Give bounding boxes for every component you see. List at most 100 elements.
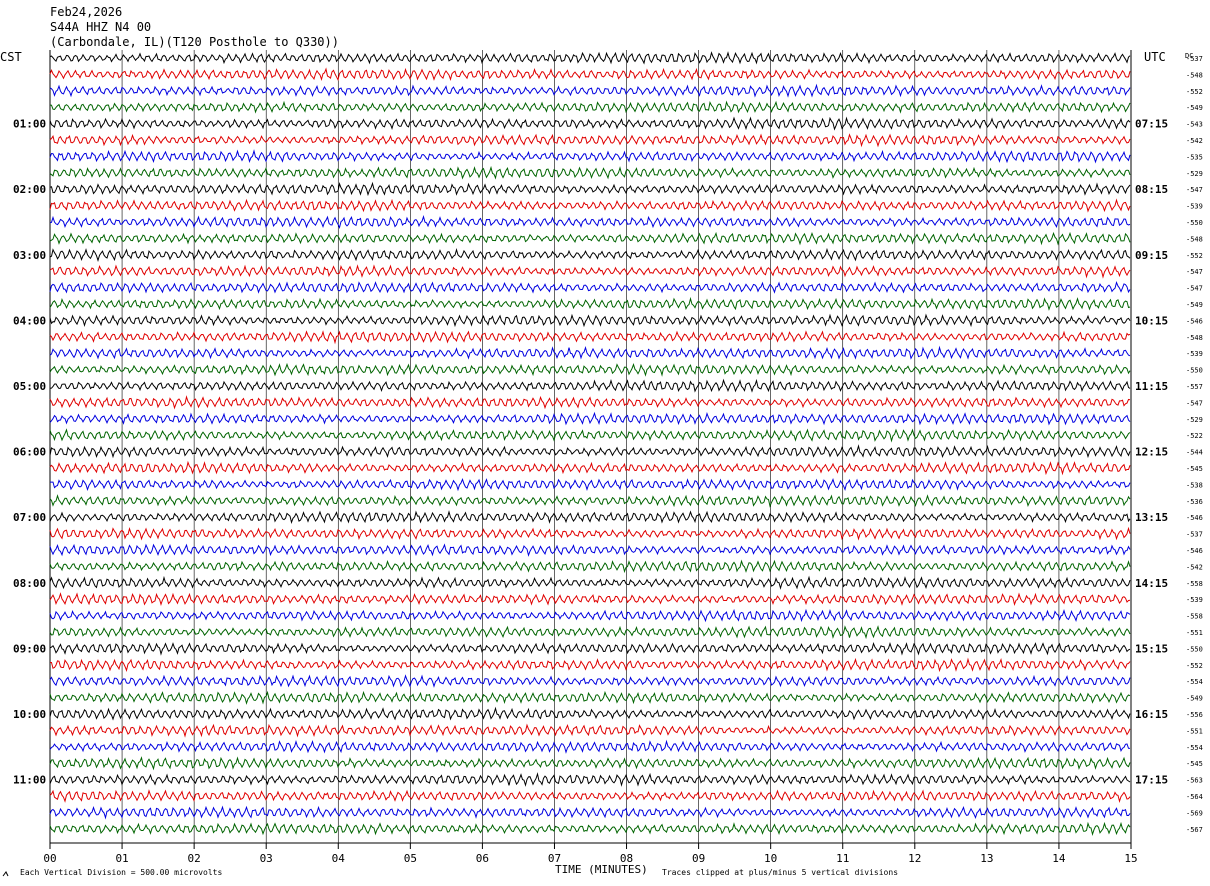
x-tick-label: 07 bbox=[548, 852, 561, 865]
x-tick-label: 04 bbox=[332, 852, 346, 865]
dc-offset-label: -554 bbox=[1186, 744, 1203, 752]
dc-offset-label: -538 bbox=[1186, 481, 1203, 489]
dc-offset-label: -547 bbox=[1186, 285, 1203, 293]
trace-row-42 bbox=[49, 739, 1131, 754]
x-tick-label: 11 bbox=[836, 852, 849, 865]
dc-offset-label: -549 bbox=[1186, 301, 1203, 309]
dc-offset-label: -552 bbox=[1186, 662, 1203, 670]
x-tick-label: 14 bbox=[1052, 852, 1066, 865]
trace-row-2 bbox=[49, 83, 1131, 98]
dc-offset-label: -549 bbox=[1186, 695, 1203, 703]
x-tick-label: 03 bbox=[260, 852, 273, 865]
trace-row-22 bbox=[49, 411, 1131, 426]
trace-row-9 bbox=[49, 198, 1131, 213]
header-station: S44A HHZ N4 00 bbox=[50, 20, 151, 34]
trace-row-14 bbox=[49, 280, 1131, 294]
trace-row-10 bbox=[49, 214, 1131, 229]
right-hour-label: 08:15 bbox=[1135, 183, 1168, 196]
left-hour-label: 02:00 bbox=[13, 183, 46, 196]
left-hour-label: 03:00 bbox=[13, 249, 46, 262]
dc-offset-label: -547 bbox=[1186, 186, 1203, 194]
dc-offset-label: -557 bbox=[1186, 383, 1203, 391]
dc-offset-label: -554 bbox=[1186, 678, 1203, 686]
trace-row-24 bbox=[49, 444, 1131, 459]
dc-offset-label: -564 bbox=[1186, 793, 1203, 801]
dc-offset-label: -537 bbox=[1186, 531, 1203, 539]
dc-offset-label: -552 bbox=[1186, 252, 1203, 260]
trace-row-3 bbox=[49, 100, 1131, 114]
clip-note: Traces clipped at plus/minus 5 vertical … bbox=[662, 868, 898, 877]
trace-row-5 bbox=[49, 133, 1131, 148]
trace-row-30 bbox=[49, 543, 1131, 557]
left-hour-label: 05:00 bbox=[13, 380, 46, 393]
trace-row-36 bbox=[49, 641, 1131, 656]
right-hour-label: 09:15 bbox=[1135, 249, 1168, 262]
trace-row-17 bbox=[49, 330, 1131, 345]
dc-offset-label: -547 bbox=[1186, 268, 1203, 276]
trace-row-15 bbox=[49, 296, 1131, 311]
right-hour-label: 11:15 bbox=[1135, 380, 1168, 393]
dc-offset-label: -550 bbox=[1186, 367, 1203, 375]
x-tick-label: 15 bbox=[1124, 852, 1137, 865]
trace-row-26 bbox=[50, 477, 1131, 492]
right-axis-label: UTC bbox=[1144, 50, 1166, 64]
dc-offset-label: -563 bbox=[1186, 777, 1203, 785]
right-hour-label: 13:15 bbox=[1135, 511, 1168, 524]
x-tick-label: 08 bbox=[620, 852, 633, 865]
left-hour-label: 01:00 bbox=[13, 118, 46, 131]
dc-offset-label: -552 bbox=[1186, 88, 1203, 96]
trace-row-13 bbox=[49, 264, 1131, 279]
x-tick-label: 10 bbox=[764, 852, 777, 865]
dc-offset-label: -546 bbox=[1186, 514, 1203, 522]
x-axis-title: TIME (MINUTES) bbox=[555, 863, 648, 876]
trace-row-7 bbox=[49, 165, 1131, 180]
left-hour-labels: 01:00 02:00 03:00 04:00 05:00 06:00 07:00 08:00… bbox=[13, 118, 46, 787]
trace-row-20 bbox=[49, 378, 1131, 393]
dc-offset-label: -546 bbox=[1186, 547, 1203, 555]
left-hour-label: 10:00 bbox=[13, 708, 46, 721]
logo-icon bbox=[2, 871, 9, 877]
trace-row-8 bbox=[49, 181, 1131, 197]
dc-offset-label: -550 bbox=[1186, 645, 1203, 653]
dc-offset-labels: -537 -548 -552 -549 -543 -542 -535 -529 -547 -539… bbox=[1186, 55, 1203, 834]
dc-offset-label: -548 bbox=[1186, 235, 1203, 243]
dc-offset-label: -558 bbox=[1186, 613, 1203, 621]
dc-offset-label: -548 bbox=[1186, 71, 1203, 79]
dc-offset-label: -537 bbox=[1186, 55, 1203, 63]
trace-row-34 bbox=[49, 608, 1131, 623]
dc-offset-label: -522 bbox=[1186, 432, 1203, 440]
trace-row-27 bbox=[49, 494, 1131, 508]
trace-row-18 bbox=[49, 345, 1131, 360]
header-date: Feb24,2026 bbox=[50, 5, 122, 19]
dc-offset-label: -558 bbox=[1186, 580, 1203, 588]
left-hour-label: 07:00 bbox=[13, 511, 46, 524]
right-hour-label: 17:15 bbox=[1135, 774, 1168, 787]
trace-row-4 bbox=[49, 116, 1131, 131]
right-hour-label: 14:15 bbox=[1135, 577, 1168, 590]
right-hour-labels: 07:15 08:15 09:15 10:15 11:15 12:15 13:15 14:15… bbox=[1135, 118, 1168, 787]
dc-offset-label: -536 bbox=[1186, 498, 1203, 506]
left-hour-label: 09:00 bbox=[13, 642, 46, 655]
dc-offset-label: -529 bbox=[1186, 170, 1203, 178]
x-tick-label: 00 bbox=[43, 852, 56, 865]
trace-row-43 bbox=[49, 756, 1131, 771]
chart-header: Feb24,2026 S44A HHZ N4 00 (Carbondale, I… bbox=[50, 5, 339, 49]
trace-row-46 bbox=[49, 805, 1131, 820]
trace-row-11 bbox=[49, 231, 1131, 246]
trace-row-32 bbox=[49, 575, 1131, 590]
scale-note: Each Vertical Division = 500.00 microvol… bbox=[20, 868, 222, 877]
trace-row-35 bbox=[49, 625, 1131, 640]
dc-label: DC bbox=[1185, 52, 1193, 60]
dc-offset-label: -569 bbox=[1186, 809, 1203, 817]
right-hour-label: 12:15 bbox=[1135, 446, 1168, 459]
dc-offset-label: -549 bbox=[1186, 104, 1203, 112]
left-axis-label: CST bbox=[0, 50, 22, 64]
x-tick-label: 02 bbox=[188, 852, 201, 865]
trace-row-19 bbox=[49, 362, 1131, 377]
dc-offset-label: -567 bbox=[1186, 826, 1203, 834]
trace-row-45 bbox=[49, 789, 1131, 803]
right-hour-label: 15:15 bbox=[1135, 642, 1168, 655]
trace-row-1 bbox=[49, 67, 1131, 82]
left-hour-label: 04:00 bbox=[13, 314, 46, 327]
trace-row-12 bbox=[49, 247, 1131, 262]
